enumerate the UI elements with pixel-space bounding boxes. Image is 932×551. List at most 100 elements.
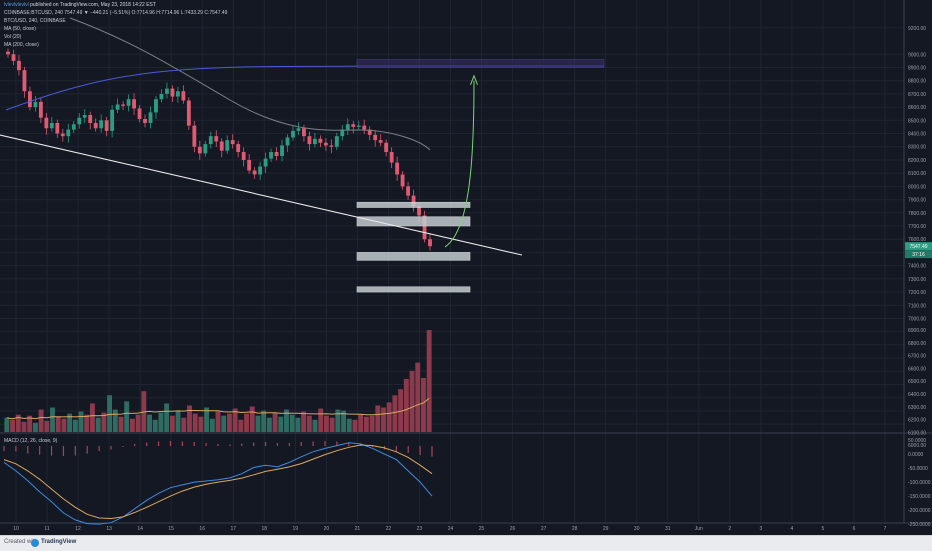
legend-ma200[interactable]: MA (200, close) xyxy=(4,42,39,48)
candle-body xyxy=(340,129,345,137)
author-link[interactable]: lvlevlvlevlvl xyxy=(4,2,29,8)
support-zone-box xyxy=(356,252,471,261)
price-tick-label: 8900.00 xyxy=(908,65,926,71)
candle-body xyxy=(88,115,93,123)
candle-body xyxy=(148,112,153,123)
candle-body xyxy=(411,195,416,207)
volume-bar xyxy=(107,395,113,432)
candle-body xyxy=(165,88,169,94)
volume-bar xyxy=(363,416,369,432)
candle-body xyxy=(38,101,43,118)
date-tick-label: 11 xyxy=(44,526,49,532)
volume-tick-label: 6700.00 xyxy=(908,354,926,360)
date-tick-label: 5 xyxy=(822,526,825,532)
date-tick-label: 30 xyxy=(634,526,640,532)
volume-bar xyxy=(90,403,95,432)
candle-body xyxy=(49,122,54,129)
volume-bar xyxy=(4,417,10,432)
price-tick-label: 8600.00 xyxy=(908,105,926,111)
volume-bar xyxy=(72,419,78,432)
volume-bar xyxy=(84,414,90,432)
volume-bar xyxy=(15,414,21,432)
volume-bar xyxy=(261,410,267,432)
date-tick-label: 15 xyxy=(168,526,174,532)
volume-bar xyxy=(392,395,398,432)
legend-volume[interactable]: Vol (20) xyxy=(4,34,22,40)
volume-bar xyxy=(409,370,415,432)
price-tick-label: 8400.00 xyxy=(908,132,926,138)
volume-bar xyxy=(164,403,170,432)
candle-body xyxy=(82,115,87,118)
candle-body xyxy=(241,152,246,160)
volume-bar xyxy=(198,416,204,432)
price-tick-label: 8000.00 xyxy=(908,184,926,190)
macd-pane-title: MACD (12, 26, close, 9) xyxy=(4,438,58,444)
candle-body xyxy=(329,145,334,147)
volume-bar xyxy=(341,410,346,432)
volume-bar xyxy=(329,417,335,432)
volume-bar xyxy=(306,415,312,432)
candle-body xyxy=(60,133,65,137)
date-tick-label: 17 xyxy=(230,526,236,532)
candle-body xyxy=(406,186,410,196)
volume-bar xyxy=(32,422,38,432)
candle-body xyxy=(11,54,16,61)
date-tick-label: 29 xyxy=(603,526,609,532)
volume-bar xyxy=(10,419,16,432)
date-tick-label: 27 xyxy=(541,526,547,532)
price-tick-label: 9000.00 xyxy=(908,52,926,58)
legend-symbol[interactable]: BTC/USD, 240, COINBASE xyxy=(4,18,66,24)
candle-body xyxy=(252,170,257,175)
resistance-zone xyxy=(356,59,605,68)
volume-bar xyxy=(255,415,261,432)
volume-tick-label: 6000.00 xyxy=(908,443,926,449)
volume-bar xyxy=(278,416,284,432)
volume-bar xyxy=(323,415,329,432)
candle-body xyxy=(17,60,21,71)
axes: 9200.00 9000.00 8900.00 8800.00 8700.00 8600.… xyxy=(4,26,932,532)
candle-body xyxy=(197,146,202,154)
volume-tick-label: 6300.00 xyxy=(908,405,926,411)
volume-bar xyxy=(192,413,198,432)
macd-tick-label: -150.0000 xyxy=(908,494,931,500)
volume-bar xyxy=(249,406,255,432)
volume-bar xyxy=(266,417,272,432)
candle-body xyxy=(203,144,208,154)
price-pane xyxy=(0,17,605,293)
volume-bar xyxy=(352,419,358,432)
publish-line: lvlevlvlevlvl published on TradingView.c… xyxy=(4,2,156,8)
volume-bar xyxy=(135,414,141,432)
candle-body xyxy=(274,152,279,156)
candle-body xyxy=(312,138,317,145)
volume-bar xyxy=(284,409,289,432)
candle-body xyxy=(137,108,142,119)
volume-bar xyxy=(124,401,130,432)
volume-tick-label: 6600.00 xyxy=(908,366,926,372)
candle-body xyxy=(159,93,164,100)
volume-bar xyxy=(50,407,55,432)
price-tick-label: 7700.00 xyxy=(908,224,926,230)
price-tick-label: 7400.00 xyxy=(908,264,926,270)
volume-bar xyxy=(129,418,135,432)
candle-body xyxy=(208,136,213,145)
candle-body xyxy=(302,128,306,137)
volume-bar xyxy=(204,407,210,432)
date-tick-label: 3 xyxy=(759,526,762,532)
price-tick-label: 7800.00 xyxy=(908,211,926,217)
candle-body xyxy=(356,125,361,127)
volume-bar xyxy=(215,411,221,432)
date-tick-label: 12 xyxy=(75,526,81,532)
projection-curve xyxy=(444,80,475,248)
volume-bar xyxy=(381,407,386,432)
price-tick-label: 8700.00 xyxy=(908,92,926,98)
price-tick-label: 7300.00 xyxy=(908,277,926,283)
price-tick-label: 8500.00 xyxy=(908,118,926,124)
legend-ma50[interactable]: MA (50, close) xyxy=(4,26,36,32)
tradingview-brand[interactable]: TradingView xyxy=(41,539,77,545)
volume-bar xyxy=(181,417,187,432)
volume-bar xyxy=(169,415,175,432)
candle-body xyxy=(296,128,301,131)
candle-body xyxy=(318,138,323,143)
last-price-tag xyxy=(905,242,932,251)
